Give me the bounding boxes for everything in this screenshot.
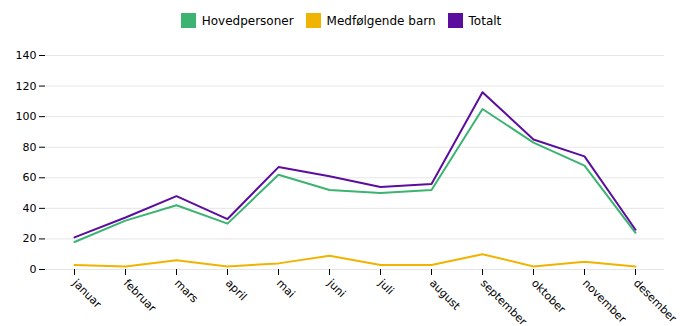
svg-text:100: 100 — [16, 110, 37, 123]
svg-text:120: 120 — [16, 80, 37, 93]
svg-text:20: 20 — [23, 232, 37, 245]
svg-text:140: 140 — [16, 49, 37, 62]
svg-text:40: 40 — [23, 202, 37, 215]
svg-text:80: 80 — [23, 141, 37, 154]
svg-text:juli: juli — [375, 276, 396, 297]
svg-text:oktober: oktober — [529, 277, 569, 317]
svg-text:september: september — [478, 277, 530, 326]
svg-text:november: november — [580, 277, 629, 326]
svg-text:august: august — [427, 277, 463, 313]
svg-text:0: 0 — [30, 263, 37, 276]
svg-text:juni: juni — [324, 276, 348, 300]
svg-text:60: 60 — [23, 171, 37, 184]
svg-text:desember: desember — [631, 277, 680, 326]
html-text:Totalt: Totalt — [468, 13, 502, 28]
html-text:Medfølgende barn: Medfølgende barn — [326, 13, 436, 28]
html-text:Hovedpersoner: Hovedpersoner — [201, 13, 294, 28]
svg-text:februar: februar — [121, 277, 159, 315]
svg-text:mai: mai — [274, 277, 298, 301]
svg-text:mars: mars — [172, 277, 201, 306]
svg-text:april: april — [223, 277, 249, 303]
svg-text:januar: januar — [69, 276, 104, 311]
